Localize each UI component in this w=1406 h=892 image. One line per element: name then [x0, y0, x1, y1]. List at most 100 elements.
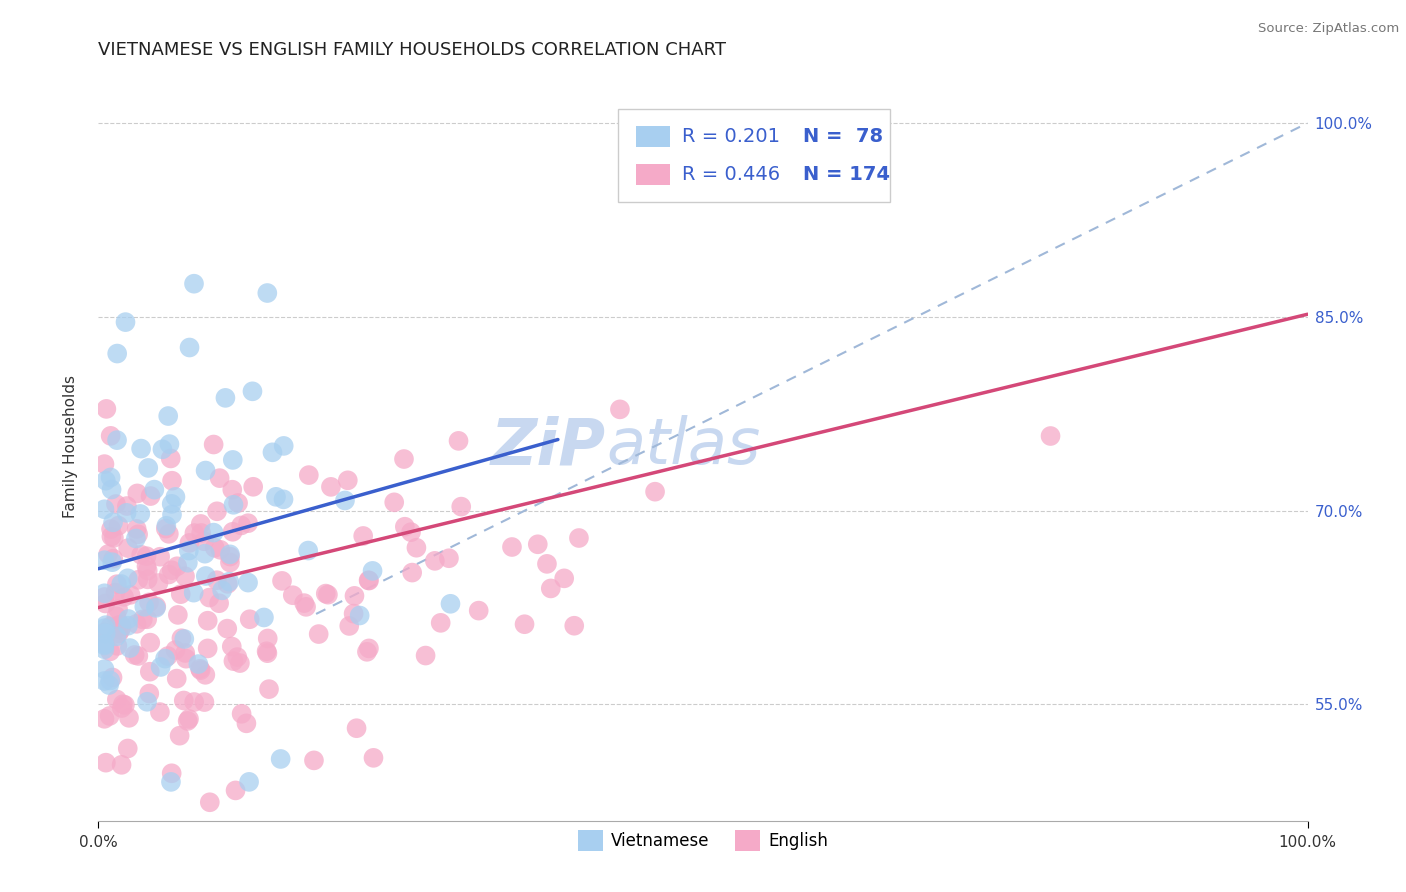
Point [103, 551, 125, 566]
Point [166, 672, 188, 686]
Point [105, 692, 128, 706]
Point [111, 701, 134, 715]
Point [174, 569, 197, 583]
Point [205, 573, 228, 587]
Point [93, 712, 115, 726]
Point [198, 591, 221, 605]
Point [205, 504, 228, 518]
Point [100, 522, 122, 536]
Point [107, 626, 129, 640]
Point [262, 445, 284, 459]
Point [357, 574, 380, 588]
Point [149, 705, 172, 719]
Point [401, 566, 423, 580]
Point [257, 682, 280, 697]
Text: R = 0.201: R = 0.201 [682, 127, 780, 146]
Point [155, 518, 177, 533]
Point [105, 639, 128, 653]
Point [124, 648, 146, 662]
Text: N =  78: N = 78 [803, 127, 883, 146]
Point [118, 641, 141, 656]
Point [125, 616, 148, 631]
Point [342, 607, 364, 621]
Point [211, 583, 233, 598]
Point [197, 614, 219, 628]
Point [394, 519, 416, 533]
Point [349, 608, 371, 623]
Point [117, 741, 139, 756]
Point [173, 632, 195, 646]
Point [333, 493, 356, 508]
Point [221, 640, 243, 654]
Point [188, 662, 211, 676]
Point [429, 615, 451, 630]
Point [105, 346, 128, 360]
Point [160, 563, 183, 577]
Point [357, 574, 380, 588]
Point [117, 618, 139, 632]
Point [149, 549, 172, 564]
Point [183, 277, 205, 291]
Point [94, 597, 117, 611]
Point [363, 751, 385, 765]
Point [127, 486, 149, 500]
Point [202, 437, 225, 451]
Point [316, 588, 339, 602]
Point [98, 644, 121, 658]
Point [160, 766, 183, 780]
Point [107, 618, 129, 632]
Point [93, 590, 115, 604]
Point [160, 775, 183, 789]
Point [93, 625, 115, 640]
Point [118, 711, 141, 725]
Point [100, 483, 122, 497]
Point [105, 609, 128, 624]
Point [96, 401, 118, 416]
Point [273, 492, 295, 507]
Point [183, 695, 205, 709]
Point [382, 495, 405, 509]
Point [219, 556, 242, 570]
Point [101, 555, 124, 569]
Point [190, 516, 212, 531]
Point [346, 721, 368, 735]
Point [467, 604, 489, 618]
Point [194, 547, 217, 561]
Point [93, 639, 115, 653]
FancyBboxPatch shape [619, 109, 890, 202]
Point [117, 612, 139, 626]
Point [129, 507, 152, 521]
Point [143, 483, 166, 497]
Point [159, 437, 181, 451]
Point [177, 556, 200, 570]
Point [447, 434, 470, 448]
Point [136, 695, 159, 709]
Point [308, 627, 330, 641]
Point [609, 402, 631, 417]
Point [93, 636, 115, 650]
Point [117, 541, 139, 555]
Point [343, 589, 366, 603]
Point [105, 629, 128, 643]
Point [139, 489, 162, 503]
Point [100, 470, 122, 484]
Point [209, 542, 232, 557]
Point [222, 453, 245, 467]
Point [139, 665, 162, 679]
Y-axis label: Family Households: Family Households [63, 375, 77, 517]
Point [256, 646, 278, 660]
Point [437, 551, 460, 566]
Point [264, 490, 287, 504]
Point [222, 654, 245, 668]
Point [193, 534, 215, 549]
Point [193, 695, 215, 709]
Point [136, 612, 159, 626]
Point [105, 577, 128, 591]
Point [174, 651, 197, 665]
Point [173, 693, 195, 707]
Point [159, 451, 181, 466]
Point [536, 557, 558, 571]
Point [501, 540, 523, 554]
Point [93, 586, 115, 600]
Point [226, 496, 249, 510]
